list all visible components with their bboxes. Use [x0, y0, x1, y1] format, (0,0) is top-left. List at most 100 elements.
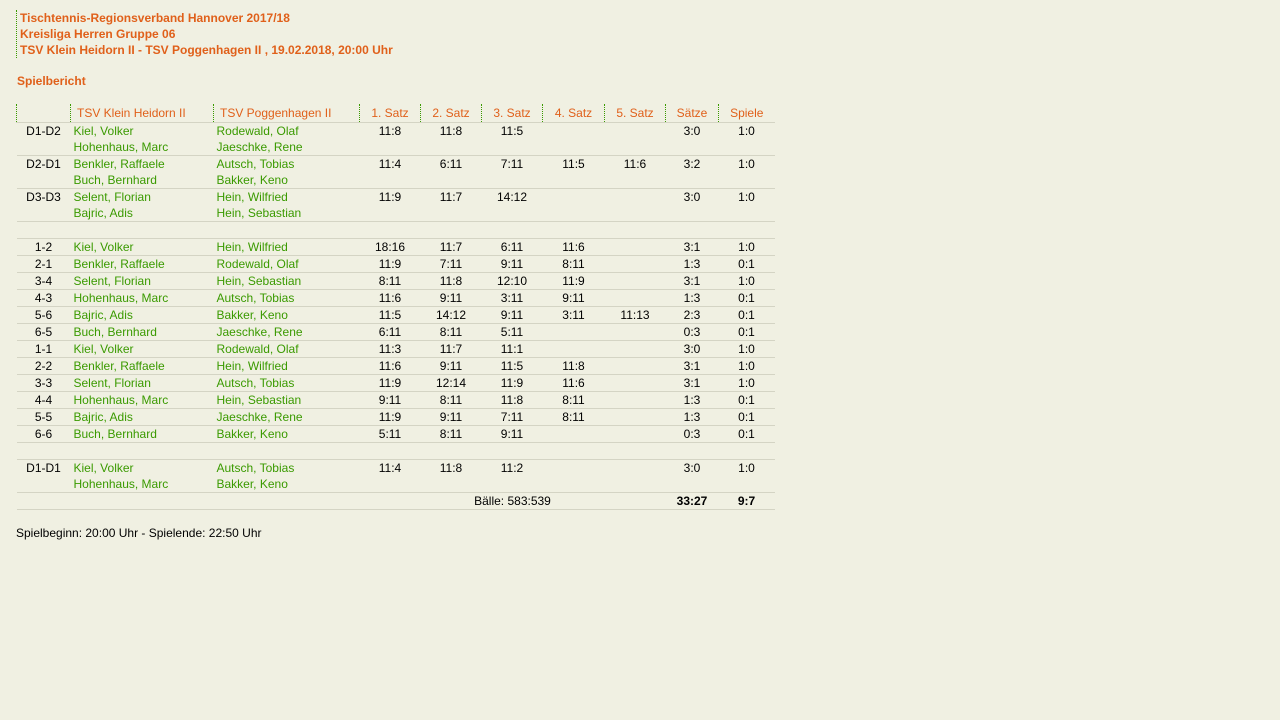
set-score: 11:7: [420, 238, 482, 256]
empty-cell: [665, 139, 719, 156]
set-score: 12:10: [481, 272, 543, 290]
set-score: 11:6: [359, 289, 421, 307]
match-row: 1-1 Kiel, Volker Rodewald, Olaf 11:3 11:7 11:…: [16, 340, 775, 358]
home-player: Bajric, Adis: [70, 205, 214, 222]
set-score: 7:11: [420, 255, 482, 273]
home-player: Kiel, Volker: [70, 238, 214, 256]
match-row: D1-D1 Kiel, Volker Autsch, Tobias 11:4 11:8 1…: [17, 460, 775, 477]
sets-result: 0:3: [665, 323, 719, 341]
empty-cell: [604, 172, 666, 189]
section-title: Spielbericht: [17, 74, 86, 88]
set-score: 11:6: [623, 157, 647, 171]
set-score: 11:4: [378, 157, 402, 171]
set-score: 5:11: [481, 323, 543, 341]
games-result: 1:0: [738, 157, 755, 171]
home-player: Bajric, Adis: [70, 306, 214, 324]
set-score: 11:8: [378, 124, 402, 138]
pairing: 4-4: [16, 391, 71, 409]
sets-result: 3:1: [665, 238, 719, 256]
pairing: D1-D1: [26, 461, 61, 475]
empty-cell: [718, 476, 775, 493]
empty-cell: [16, 172, 71, 189]
match-row: D1-D2 Kiel, Volker Rodewald, Olaf 11:8 11:8 1…: [17, 123, 775, 140]
empty-cell: [665, 476, 719, 493]
set-score: 11:8: [481, 391, 543, 409]
match-row: 1-2 Kiel, Volker Hein, Wilfried 18:16 11:7 6:…: [16, 238, 775, 256]
empty-cell: [359, 205, 421, 222]
games-result: 0:1: [718, 289, 775, 307]
column-header: 5. Satz: [604, 104, 666, 123]
match-row: 4-4 Hohenhaus, Marc Hein, Sebastian 9:11 8:1…: [16, 391, 775, 409]
home-player: Hohenhaus, Marc: [70, 139, 214, 156]
set-score: 11:5: [481, 357, 543, 375]
set-score: 11:8: [439, 124, 463, 138]
balls-total: Bälle: 583:539: [359, 492, 666, 510]
set-score: 11:6: [359, 357, 421, 375]
home-player: Benkler, Raffaele: [70, 255, 214, 273]
set-score: [604, 272, 666, 290]
page-header: Tischtennis-Regionsverband Hannover 2017…: [16, 10, 393, 58]
home-player: Buch, Bernhard: [70, 172, 214, 189]
sets-result: 2:3: [665, 306, 719, 324]
set-score: 11:9: [481, 374, 543, 392]
home-player: Kiel, Volker: [70, 340, 214, 358]
set-score: 8:11: [420, 323, 482, 341]
pairing: 1-2: [16, 238, 71, 256]
match-row: 4-3 Hohenhaus, Marc Autsch, Tobias 11:6 9:11…: [16, 289, 775, 307]
set-score: 11:8: [439, 461, 463, 475]
set-score: [604, 425, 666, 443]
empty-cell: [718, 172, 775, 189]
home-player: Hohenhaus, Marc: [70, 391, 214, 409]
set-score: 8:11: [359, 272, 421, 290]
set-score: 9:11: [420, 408, 482, 426]
games-result: 1:0: [738, 461, 755, 475]
guest-player: Hein, Sebastian: [213, 205, 360, 222]
set-score: [543, 189, 605, 206]
guest-player: Hein, Wilfried: [213, 238, 360, 256]
guest-player: Hein, Wilfried: [216, 190, 288, 204]
games-result: 1:0: [718, 357, 775, 375]
match-row: 3-3 Selent, Florian Autsch, Tobias 11:9 12:1…: [16, 374, 775, 392]
set-score: [542, 425, 605, 443]
empty-cell: [16, 492, 360, 510]
set-score: 11:6: [542, 238, 605, 256]
guest-player: Hein, Sebastian: [213, 391, 360, 409]
empty-cell: [420, 205, 482, 222]
home-player: Selent, Florian: [70, 272, 214, 290]
set-score: 6:11: [359, 323, 421, 341]
guest-player: Autsch, Tobias: [216, 461, 295, 475]
set-score: [604, 391, 666, 409]
set-score: [604, 238, 666, 256]
games-result: 0:1: [718, 323, 775, 341]
set-score: 11:8: [542, 357, 605, 375]
set-score: 11:4: [378, 461, 402, 475]
set-score: [542, 323, 605, 341]
guest-player: Rodewald, Olaf: [216, 124, 299, 138]
spacer-cell: [16, 442, 775, 460]
sets-result: 3:0: [683, 461, 701, 475]
guest-player: Bakker, Keno: [213, 476, 360, 493]
guest-player: Autsch, Tobias: [213, 289, 360, 307]
pairing: 3-3: [16, 374, 71, 392]
sets-result: 3:0: [665, 340, 719, 358]
set-score: 11:3: [359, 340, 421, 358]
sets-result: 3:1: [665, 357, 719, 375]
set-score: 11:7: [420, 340, 482, 358]
column-header: TSV Poggenhagen II: [213, 104, 360, 123]
empty-cell: [665, 205, 719, 222]
column-header: TSV Klein Heidorn II: [70, 104, 214, 123]
set-score: [605, 189, 666, 206]
column-header: 4. Satz: [542, 104, 605, 123]
home-player: Bajric, Adis: [70, 408, 214, 426]
pairing: D2-D1: [26, 157, 61, 171]
pairing: 6-5: [16, 323, 71, 341]
match-row: Bajric, Adis Hein, Sebastian: [16, 205, 775, 222]
empty-cell: [359, 172, 421, 189]
sets-result: 1:3: [665, 391, 719, 409]
set-score: [543, 123, 605, 140]
set-score: [543, 460, 605, 477]
games-total: 9:7: [718, 492, 775, 510]
empty-cell: [604, 205, 666, 222]
sets-result: 0:3: [665, 425, 719, 443]
set-score: 8:11: [420, 425, 482, 443]
